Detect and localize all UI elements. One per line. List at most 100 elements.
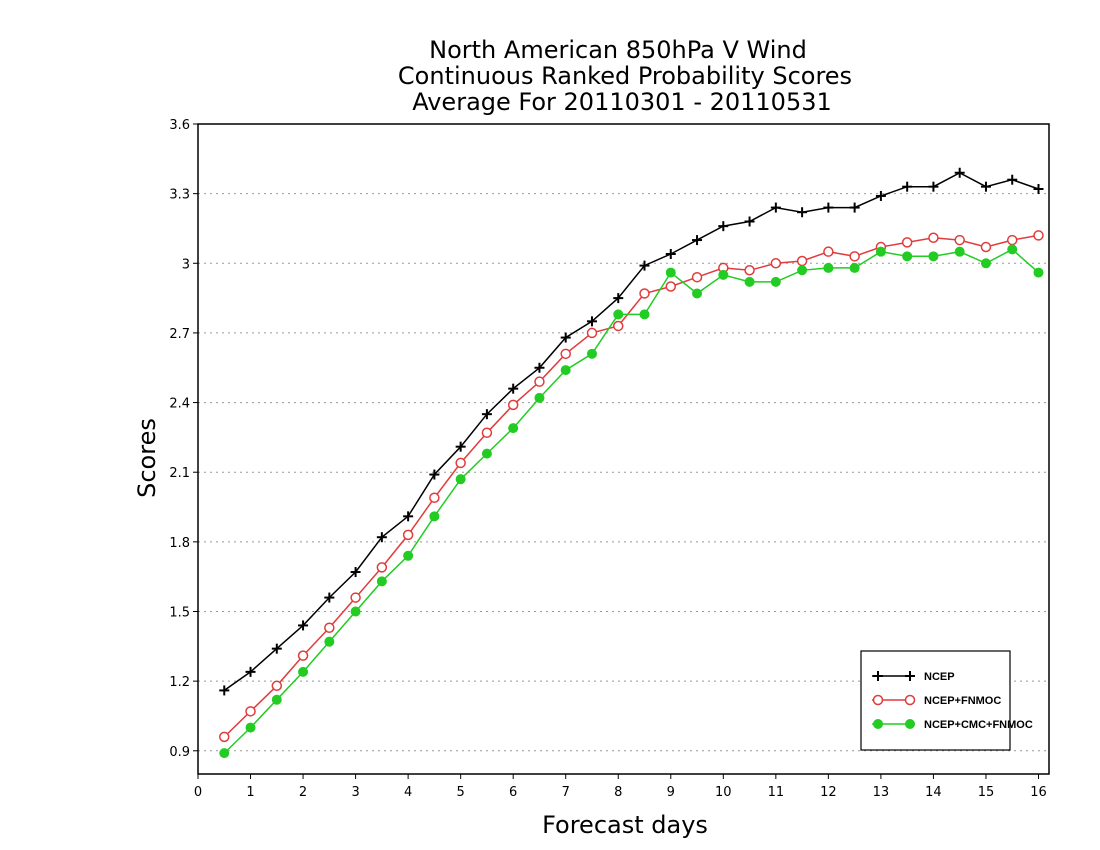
- data-point: [219, 685, 230, 696]
- data-point: [245, 666, 256, 677]
- series-1: [219, 230, 1044, 743]
- y-tick-label: 2.7: [169, 327, 190, 342]
- y-tick-label: 1.2: [169, 675, 190, 690]
- data-point: [324, 636, 335, 647]
- data-point: [271, 643, 282, 654]
- data-point: [954, 234, 965, 246]
- x-tick-label: 3: [351, 785, 359, 800]
- data-point: [245, 706, 256, 717]
- data-point: [612, 320, 624, 332]
- data-point: [376, 576, 387, 587]
- data-point: [639, 288, 650, 299]
- series-2: [219, 244, 1044, 759]
- data-point: [980, 181, 991, 192]
- x-tick-label: 13: [873, 785, 890, 800]
- data-point: [613, 293, 624, 304]
- data-point: [586, 348, 597, 359]
- legend-marker: [873, 671, 883, 681]
- data-point: [350, 567, 361, 578]
- data-point: [823, 262, 834, 273]
- legend-entries: NCEP NCEP+FNMOC NCEP+CMC+FNMOC: [872, 671, 1033, 731]
- data-point: [902, 181, 913, 192]
- data-point: [901, 237, 913, 248]
- data-point: [928, 232, 939, 243]
- data-point: [508, 423, 519, 434]
- title-line-2: Continuous Ranked Probability Scores: [398, 62, 852, 90]
- data-point: [849, 202, 860, 213]
- x-axis-label: Forecast days: [542, 811, 708, 839]
- data-point: [429, 511, 440, 522]
- data-point: [954, 246, 965, 257]
- data-point: [455, 457, 466, 469]
- data-point: [613, 309, 624, 320]
- data-point: [271, 680, 283, 692]
- data-point: [744, 265, 755, 276]
- data-point: [507, 399, 519, 411]
- legend-label: NCEP+FNMOC: [924, 695, 1001, 707]
- y-tick-label: 3.3: [169, 188, 190, 203]
- y-tick-label: 2.4: [169, 397, 190, 412]
- data-point: [481, 427, 493, 438]
- data-point: [770, 202, 781, 213]
- plot-area-frame: [197, 123, 1050, 775]
- x-tick-label: 15: [978, 785, 995, 800]
- title-line-1: North American 850hPa V Wind: [429, 36, 807, 64]
- data-point: [534, 362, 545, 373]
- data-point: [797, 265, 808, 276]
- data-point: [402, 529, 414, 541]
- data-point: [560, 348, 571, 360]
- data-point: [586, 327, 598, 339]
- data-point: [665, 249, 676, 259]
- data-point: [481, 448, 492, 459]
- data-point: [691, 271, 703, 283]
- y-tick-label: 3: [182, 257, 190, 272]
- axis-ticks: 0.91.21.51.82.12.42.733.33.60 1 2 3 4 5 6 7 8 9 10…: [169, 118, 1046, 800]
- data-point: [744, 216, 755, 227]
- data-point: [928, 251, 939, 262]
- data-point: [324, 622, 335, 633]
- data-point: [954, 167, 965, 178]
- data-point: [770, 258, 782, 269]
- data-point: [376, 532, 387, 543]
- data-point: [376, 562, 388, 573]
- data-point: [534, 376, 545, 387]
- data-point: [692, 235, 703, 246]
- data-point: [744, 276, 755, 287]
- data-point: [823, 246, 834, 257]
- data-point: [849, 251, 860, 262]
- data-point: [324, 592, 335, 603]
- data-point: [980, 258, 991, 269]
- data-point: [1007, 244, 1018, 255]
- legend-marker: [904, 694, 916, 706]
- data-point: [1007, 174, 1018, 185]
- y-tick-label: 2.1: [169, 466, 190, 481]
- data-point: [928, 181, 939, 192]
- data-point: [875, 246, 886, 257]
- data-point: [1006, 234, 1018, 246]
- data-point: [298, 666, 309, 677]
- legend-label: NCEP+CMC+FNMOC: [924, 719, 1033, 731]
- data-point: [429, 469, 440, 480]
- series-line: [223, 171, 1039, 692]
- data-point: [586, 316, 597, 327]
- series-lines: [219, 167, 1044, 759]
- data-point: [1033, 184, 1044, 194]
- data-point: [665, 267, 676, 278]
- data-point: [639, 309, 650, 320]
- x-tick-label: 10: [715, 785, 732, 800]
- data-point: [1033, 230, 1044, 241]
- data-point: [481, 409, 492, 420]
- legend: NCEP NCEP+FNMOC NCEP+CMC+FNMOC: [860, 650, 1033, 751]
- data-point: [665, 281, 677, 292]
- x-tick-label: 2: [299, 785, 307, 800]
- data-point: [508, 383, 519, 394]
- data-point: [692, 288, 703, 299]
- data-point: [1033, 267, 1044, 278]
- x-tick-label: 11: [768, 785, 785, 800]
- data-point: [429, 492, 440, 503]
- data-point: [219, 748, 230, 759]
- y-tick-label: 3.6: [169, 118, 190, 133]
- x-tick-label: 5: [457, 785, 465, 800]
- data-point: [403, 550, 414, 561]
